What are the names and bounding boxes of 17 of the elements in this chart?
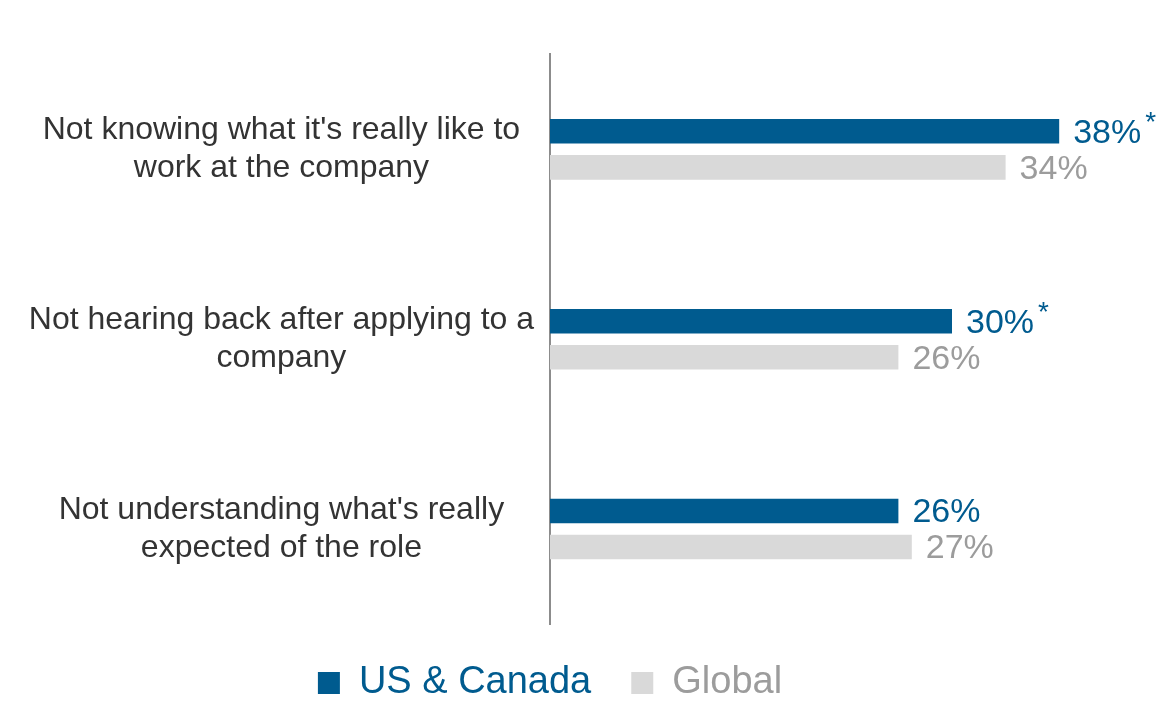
bar (550, 155, 1006, 180)
data-label: 30%* (966, 295, 1050, 340)
bar (550, 119, 1060, 144)
y-tick-label: Not hearing back after applying to a company (28, 299, 535, 375)
data-label: 38%* (1073, 106, 1157, 150)
data-label: 26% (912, 337, 981, 376)
bar (550, 308, 952, 334)
data-label: 27% (925, 527, 994, 566)
legend-label: US & Canada (358, 659, 593, 702)
data-label: 26% (912, 491, 981, 530)
y-tick-label: Not knowing what it's really like to work at the company (42, 109, 521, 185)
legend-label: Global (672, 659, 783, 702)
bar (550, 344, 899, 370)
bar (550, 498, 899, 524)
data-label: 34% (1019, 147, 1088, 186)
bar (550, 534, 912, 560)
y-tick-label: Not understanding what's really expected of the role (58, 489, 505, 565)
